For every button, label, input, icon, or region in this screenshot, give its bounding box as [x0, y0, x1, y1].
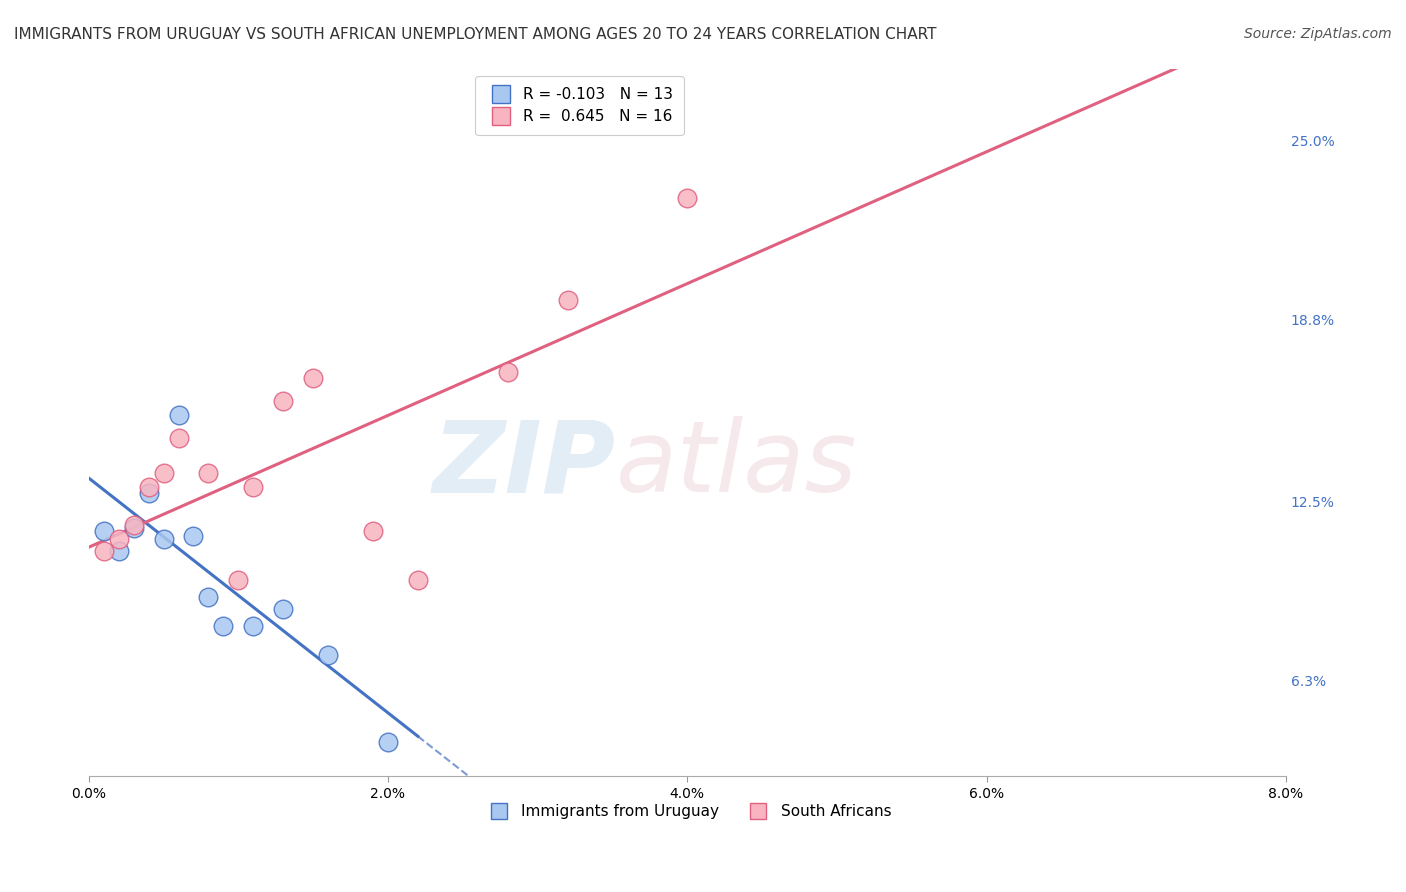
Point [212, 619, 235, 633]
Point [361, 524, 384, 538]
Point [316, 648, 339, 662]
Point [167, 408, 190, 422]
Point [107, 544, 129, 558]
Point [228, 573, 250, 587]
Point [406, 573, 429, 587]
Point [93, 524, 115, 538]
Text: Source: ZipAtlas.com: Source: ZipAtlas.com [1244, 27, 1392, 41]
Text: atlas: atlas [616, 417, 858, 513]
Point [271, 601, 294, 615]
Point [138, 480, 160, 494]
Legend: Immigrants from Uruguay, South Africans: Immigrants from Uruguay, South Africans [477, 798, 897, 825]
Point [183, 529, 205, 543]
Point [152, 533, 174, 547]
Text: IMMIGRANTS FROM URUGUAY VS SOUTH AFRICAN UNEMPLOYMENT AMONG AGES 20 TO 24 YEARS : IMMIGRANTS FROM URUGUAY VS SOUTH AFRICAN… [14, 27, 936, 42]
Point [152, 466, 174, 480]
Point [107, 533, 129, 547]
Point [197, 590, 219, 604]
Point [271, 393, 294, 408]
Point [242, 480, 264, 494]
Point [197, 466, 219, 480]
Text: ZIP: ZIP [433, 417, 616, 513]
Point [676, 192, 699, 206]
Point [93, 544, 115, 558]
Point [557, 293, 579, 307]
Point [377, 734, 399, 748]
Point [122, 521, 145, 535]
Point [496, 365, 519, 379]
Point [167, 431, 190, 445]
Point [302, 370, 325, 384]
Point [242, 619, 264, 633]
Point [138, 486, 160, 500]
Point [122, 517, 145, 532]
